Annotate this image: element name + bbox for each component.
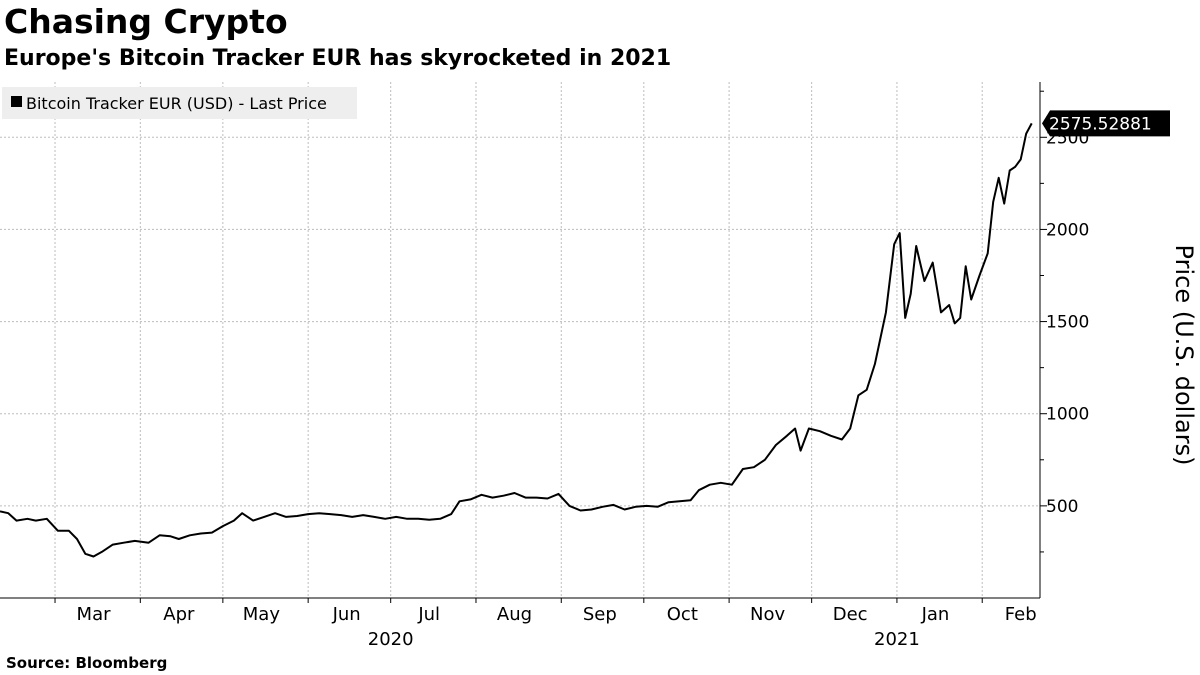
legend: Bitcoin Tracker EUR (USD) - Last Price <box>2 87 357 119</box>
x-tick-label: Apr <box>163 604 195 625</box>
x-tick-label: May <box>243 604 281 625</box>
year-label: 2021 <box>874 629 920 650</box>
x-tick-label: Sep <box>583 604 617 625</box>
x-tick-label: Nov <box>750 604 785 625</box>
y-tick-label: 2000 <box>1046 220 1089 240</box>
source-note: Source: Bloomberg <box>6 654 168 672</box>
x-tick-label: Feb <box>1005 604 1037 625</box>
series-line <box>0 122 1033 558</box>
chart-subtitle: Europe's Bitcoin Tracker EUR has skyrock… <box>4 46 672 71</box>
legend-swatch <box>11 96 22 107</box>
chart-title: Chasing Crypto <box>4 2 288 41</box>
series-layer <box>0 122 1033 558</box>
legend-label: Bitcoin Tracker EUR (USD) - Last Price <box>26 94 327 113</box>
last-price-badge: 2575.52881 <box>1042 110 1170 137</box>
year-label: 2020 <box>368 629 414 650</box>
last-price-badge-shape <box>1042 110 1170 137</box>
x-tick-label: Oct <box>667 604 698 625</box>
x-tick-label: Aug <box>497 604 532 625</box>
x-tick-label: Jun <box>332 604 361 625</box>
x-tick-label: Dec <box>833 604 868 625</box>
legend-background <box>2 87 357 119</box>
x-tick-label: Jul <box>417 604 440 625</box>
grid-layer <box>0 82 1040 598</box>
y-tick-label: 500 <box>1046 497 1078 517</box>
x-tick-label: Jan <box>921 604 950 625</box>
y-tick-label: 1500 <box>1046 313 1089 333</box>
y-axis-label: Price (U.S. dollars) <box>1170 245 1198 466</box>
last-price-label: 2575.52881 <box>1049 114 1152 134</box>
y-tick-label: 1000 <box>1046 405 1089 425</box>
x-tick-label: Mar <box>77 604 112 625</box>
